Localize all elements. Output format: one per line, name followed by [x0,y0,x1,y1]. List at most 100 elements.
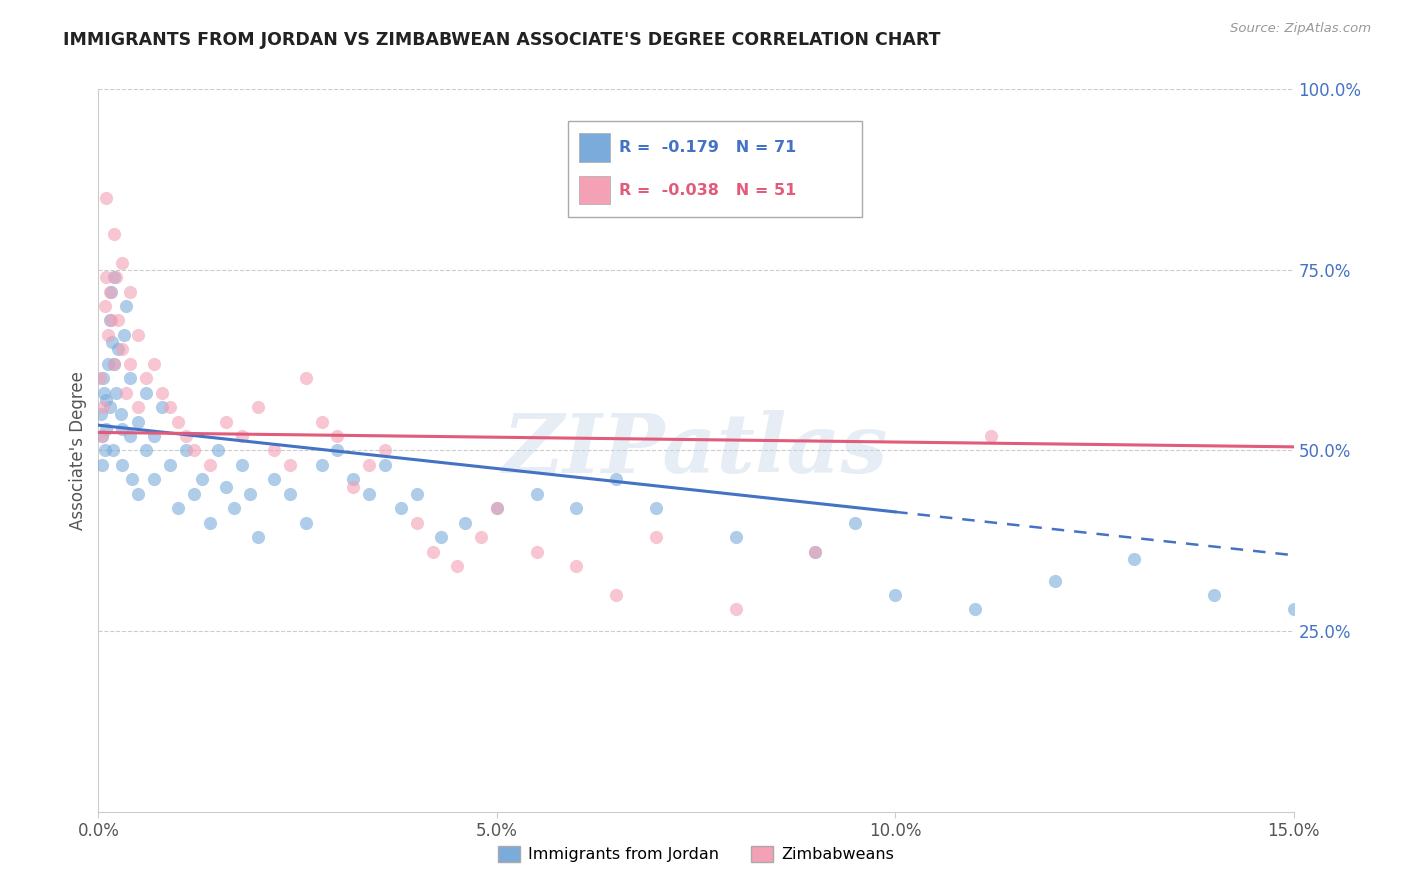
Point [326,429,349,443]
Point [174,443,197,458]
Point [115,385,138,400]
Point [159,458,181,472]
Point [127,415,149,429]
Point [98,285,121,299]
Point [1282,602,1305,616]
Point [127,487,149,501]
Point [294,516,316,530]
Point [406,487,429,501]
Point [103,357,125,371]
Point [246,400,269,414]
Point [167,415,190,429]
Point [326,443,349,458]
Point [120,285,142,299]
Point [143,429,166,443]
Point [645,530,668,544]
Point [406,516,429,530]
Point [1202,588,1225,602]
Point [246,530,269,544]
Point [342,480,364,494]
Point [120,357,142,371]
Point [104,270,127,285]
Point [804,544,827,558]
Point [107,343,129,357]
Point [103,227,125,241]
Point [111,343,134,357]
Point [121,472,143,486]
Point [311,458,333,472]
Text: R =  -0.179   N = 71: R = -0.179 N = 71 [619,140,796,155]
Point [1043,574,1066,588]
Point [183,443,205,458]
Point [526,487,548,501]
Point [565,501,588,516]
Point [231,429,253,443]
Point [111,422,134,436]
Point [374,458,396,472]
Point [374,443,396,458]
Point [263,472,285,486]
Point [150,385,173,400]
Point [278,458,301,472]
Point [107,313,129,327]
Point [645,501,668,516]
Point [605,588,627,602]
Point [110,407,132,421]
Point [135,385,157,400]
Point [111,255,134,269]
Point [103,270,125,285]
Point [91,371,114,385]
Point [94,299,117,313]
Point [104,385,127,400]
Point [94,422,117,436]
Point [115,299,138,313]
Point [90,407,112,421]
Point [231,458,253,472]
Point [127,400,149,414]
Point [294,371,316,385]
Point [103,357,125,371]
Point [485,501,508,516]
Point [91,458,114,472]
Point [143,472,166,486]
Point [183,487,205,501]
Point [174,429,197,443]
Point [111,458,134,472]
Text: Source: ZipAtlas.com: Source: ZipAtlas.com [1230,22,1371,36]
Point [101,334,124,349]
Point [565,559,588,574]
Point [127,327,149,342]
Legend: Immigrants from Jordan, Zimbabweans: Immigrants from Jordan, Zimbabweans [491,839,901,869]
Point [215,480,238,494]
Point [89,371,111,385]
Point [359,458,381,472]
Point [844,516,866,530]
Point [97,357,120,371]
Point [980,429,1002,443]
Point [93,385,115,400]
Point [470,530,492,544]
Point [526,544,548,558]
Point [311,415,333,429]
Point [97,327,120,342]
Point [222,501,245,516]
Point [278,487,301,501]
Text: ZIPatlas: ZIPatlas [503,410,889,491]
Point [1123,551,1146,566]
Point [884,588,907,602]
Text: R =  -0.038   N = 51: R = -0.038 N = 51 [619,183,796,197]
Point [389,501,412,516]
Point [804,544,827,558]
Point [198,516,221,530]
Point [485,501,508,516]
Point [96,191,118,205]
Point [724,530,747,544]
Point [135,443,157,458]
Point [120,429,142,443]
Point [143,357,166,371]
Point [605,472,627,486]
Point [135,371,157,385]
Point [98,400,121,414]
Point [963,602,986,616]
Point [159,400,181,414]
